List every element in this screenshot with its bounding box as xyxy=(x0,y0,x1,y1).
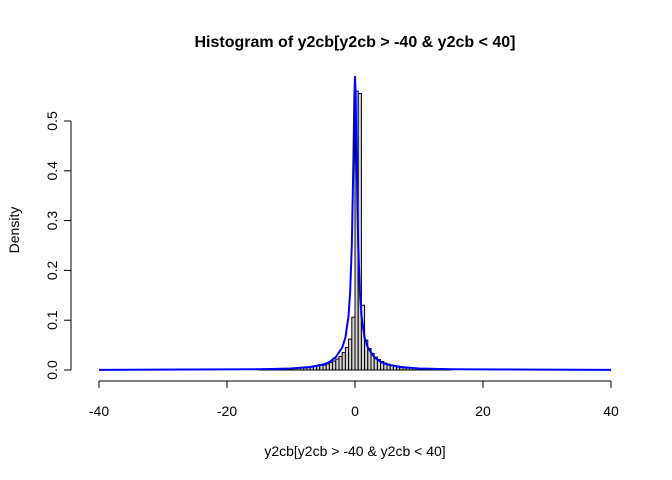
x-tick-label: 20 xyxy=(475,403,491,419)
y-tick-label: 0.1 xyxy=(44,310,60,330)
y-tick-label: 0.4 xyxy=(44,161,60,181)
x-axis-label: y2cb[y2cb > -40 & y2cb < 40] xyxy=(264,443,445,459)
y-axis-label: Density xyxy=(6,207,22,254)
y-axis: 0.0 0.1 0.2 0.3 0.4 0.5 xyxy=(44,111,72,380)
y-tick-label: 0.3 xyxy=(44,211,60,231)
x-tick-label: -40 xyxy=(89,403,109,419)
y-tick-label: 0.5 xyxy=(44,111,60,131)
x-tick-label: -20 xyxy=(217,403,237,419)
chart-title: Histogram of y2cb[y2cb > -40 & y2cb < 40… xyxy=(194,34,515,51)
x-axis: -40 -20 0 20 40 xyxy=(89,380,619,419)
x-tick-label: 40 xyxy=(603,403,619,419)
y-tick-label: 0.2 xyxy=(44,260,60,280)
y-tick-label: 0.0 xyxy=(44,360,60,380)
histogram-bars xyxy=(258,90,452,371)
density-curve xyxy=(98,76,612,371)
x-tick-label: 0 xyxy=(351,403,359,419)
